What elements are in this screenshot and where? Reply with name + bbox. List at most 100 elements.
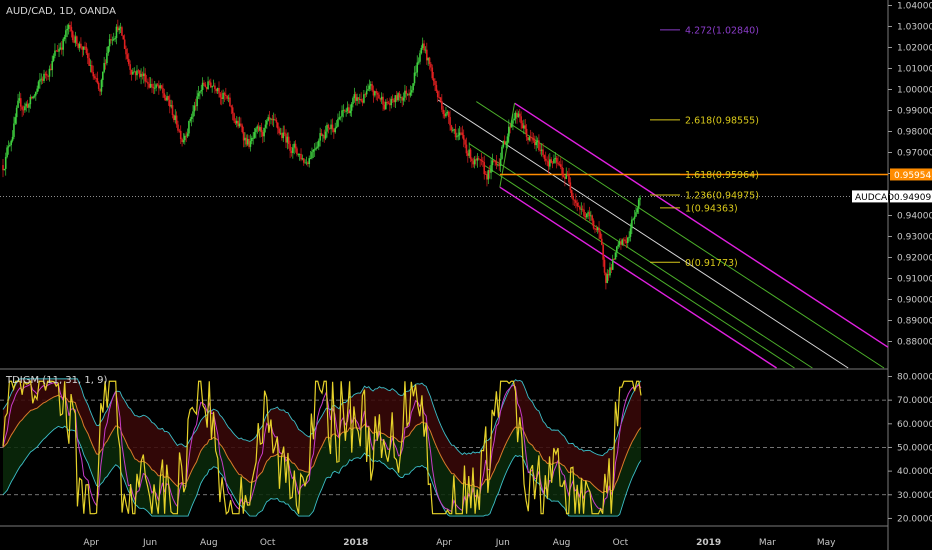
candle-body [328,127,331,129]
symbol-tag-label: AUDCAD [855,193,894,203]
candle-body [620,241,622,245]
candle-body [439,97,442,102]
candle-body [409,92,412,96]
candle-body [364,94,367,96]
candle-body [384,101,387,110]
candle-body [435,85,438,92]
candle-body [516,112,518,118]
candle-body [300,153,302,160]
candle-body [4,156,7,169]
candle-body [272,119,275,121]
candle-body [26,103,29,108]
candle-body [237,120,239,127]
candle-body [555,157,558,163]
candle-body [188,120,190,134]
candle-body [294,143,297,149]
candle-body [497,164,499,166]
candle-body [156,84,159,86]
candle-body [244,137,246,141]
candle-body [609,267,611,276]
candle-body [54,50,56,56]
candle-body [543,155,546,159]
candle-body [111,39,114,41]
time-tick-label: Oct [260,538,276,548]
candle-body [375,91,378,93]
candle-body [341,110,343,117]
candle-body [527,137,529,141]
candle-body [225,94,227,96]
candle-body [588,212,591,217]
candle-body [487,170,490,180]
candle-body [292,147,294,154]
candle-body [621,239,624,245]
candle-body [45,73,48,76]
candle-body [134,71,137,76]
candle-body [78,43,81,48]
candle-body [296,148,298,155]
candle-body [47,75,49,77]
candle-body [509,126,511,128]
candle-body [162,88,164,94]
candle-body [185,135,187,137]
candle-body [234,120,237,124]
candle-body [14,117,17,124]
candle-body [333,129,335,133]
candle-body [467,153,469,156]
candle-body [230,106,233,108]
price-tick-label: 0.94000 [897,212,932,222]
indicator-tick-label: 30.0000 [897,491,932,501]
candle-body [572,196,574,200]
candle-body [335,126,338,128]
candle-body [203,82,205,85]
candle-body [305,162,308,164]
candle-body [24,106,26,111]
candle-body [71,31,74,41]
candle-body [226,95,229,99]
candle-body [212,85,215,87]
candle-body [430,63,432,68]
candle-body [312,149,315,152]
pitchfork-median [437,99,849,369]
candle-body [564,176,566,179]
candle-body [222,92,224,100]
candle-body [349,110,352,114]
candle-body [447,111,450,118]
price-tick-label: 0.89000 [897,317,932,327]
candle-body [205,86,208,90]
candle-body [240,123,242,126]
candle-body [91,65,93,73]
candle-body [279,132,282,134]
candle-body [531,137,533,139]
candle-body [186,133,189,137]
candle-body [415,72,417,74]
candle-body [85,46,88,54]
candle-body [371,84,373,91]
indicator-mid-band [2,394,642,494]
candle-body [129,64,131,70]
indicator-rsi-line [2,379,642,515]
candle-body [587,212,589,214]
candle-body [155,84,157,88]
candle-body [9,145,11,147]
indicator-lines [2,378,642,517]
candle-body [316,146,319,148]
candle-body [3,168,6,171]
candle-body [179,130,182,140]
candle-body [241,125,244,133]
candle-body [491,160,494,166]
candle-body [58,48,60,52]
candle-body [200,89,203,92]
candle-body [330,124,332,129]
candle-body [149,83,152,88]
candle-body [483,162,486,175]
candle-body [194,105,197,107]
candle-body [342,110,345,111]
candle-body [308,158,311,165]
candle-body [379,98,382,100]
candle-body [208,81,211,83]
candle-body [122,35,125,40]
candle-body [438,97,440,98]
candle-body [445,113,447,117]
candle-body [454,129,457,138]
